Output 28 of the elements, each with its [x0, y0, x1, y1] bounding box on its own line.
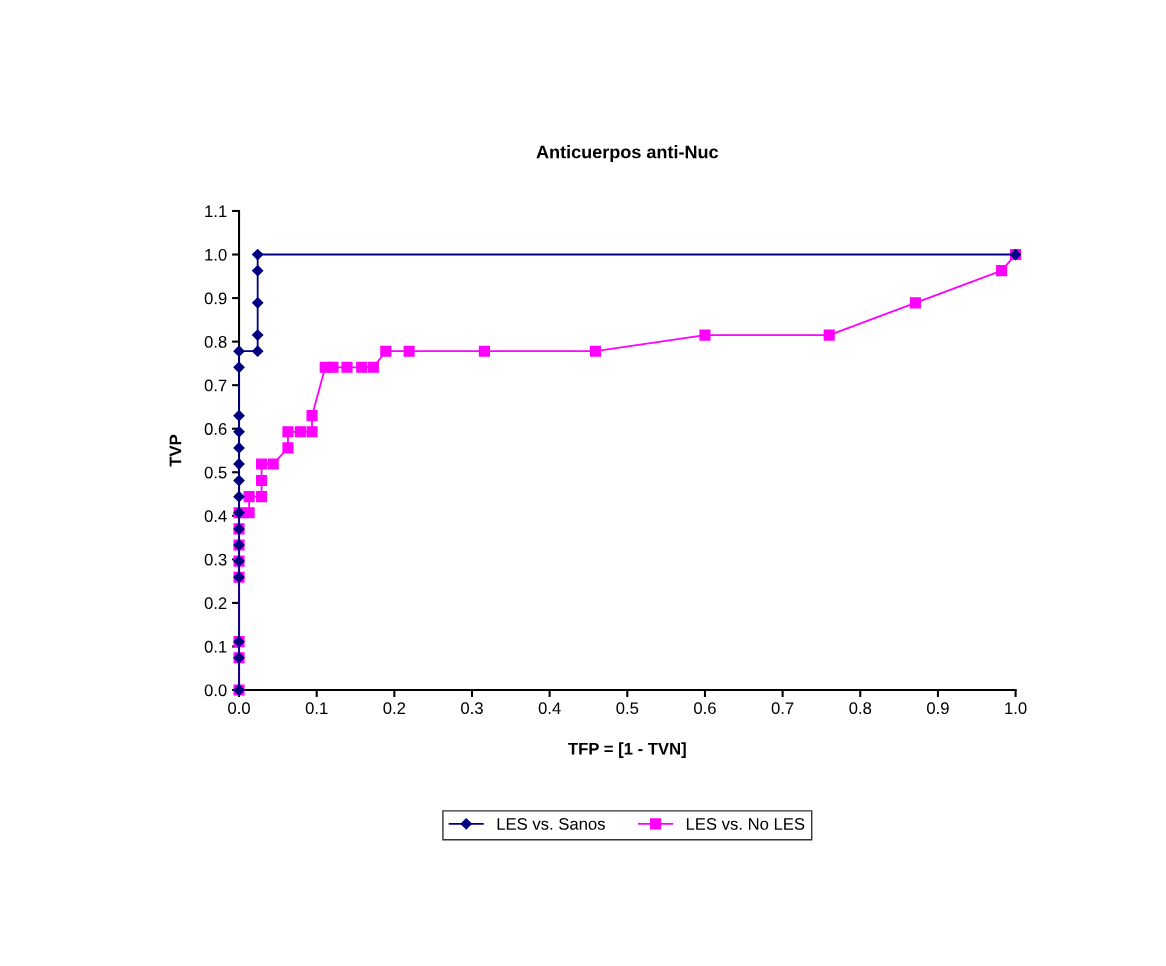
x-tick-label: 0.3 — [461, 702, 483, 715]
x-tick-label: 0.9 — [927, 702, 949, 715]
y-tick-label: 1.0 — [205, 248, 227, 261]
y-tick-label: 0.5 — [204, 466, 227, 479]
x-axis-title: TFP = [1 - TVN] — [568, 742, 686, 758]
legend-label: LES vs. No LES — [686, 818, 805, 830]
y-tick-label: 0.9 — [204, 292, 227, 305]
y-tick-label: 1.1 — [205, 205, 227, 218]
y-tick-label: 0.0 — [204, 684, 227, 697]
y-tick-label: 0.8 — [204, 336, 227, 348]
y-tick-label: 0.2 — [204, 597, 227, 610]
x-tick-label: 0.6 — [694, 702, 716, 715]
chart-title: Anticuerpos anti-Nuc — [536, 145, 719, 162]
x-tick-label: 0.8 — [849, 702, 872, 715]
y-tick-label: 0.6 — [204, 423, 227, 435]
x-tick-label: 0.1 — [305, 702, 328, 715]
x-tick-label: 0.4 — [538, 702, 561, 715]
y-tick-label: 0.3 — [204, 553, 227, 566]
legend-label: LES vs. Sanos — [497, 818, 605, 830]
x-tick-label: 0.7 — [771, 702, 794, 715]
y-tick-label: 0.1 — [204, 640, 227, 653]
y-tick-label: 0.7 — [204, 379, 227, 392]
y-axis-title: TVP — [169, 434, 182, 467]
x-tick-label: 1.0 — [1005, 702, 1027, 715]
x-tick-label: 0.5 — [616, 702, 639, 715]
x-tick-label: 0.2 — [383, 702, 406, 715]
y-tick-label: 0.4 — [204, 510, 227, 523]
x-tick-label: 0.0 — [228, 702, 250, 715]
